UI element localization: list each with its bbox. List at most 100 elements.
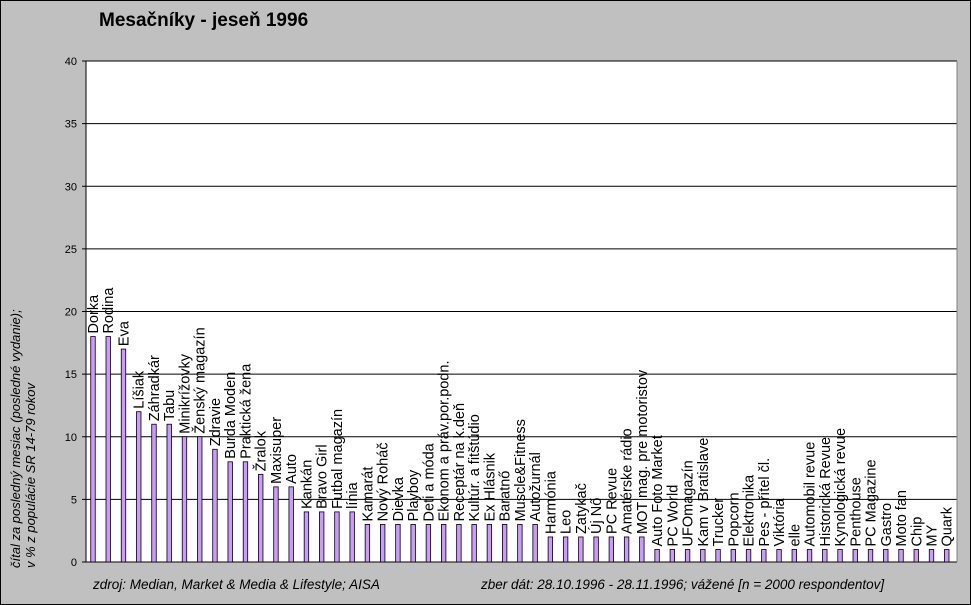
bar xyxy=(578,536,584,563)
bar xyxy=(486,524,493,563)
bar-label: Receptár na k.deň xyxy=(452,403,468,522)
bar-label: Bravo Girl xyxy=(315,444,331,508)
bar xyxy=(715,549,721,563)
bar-label: línia xyxy=(345,481,361,509)
bar xyxy=(471,524,477,563)
bar xyxy=(319,511,325,563)
bar xyxy=(288,486,294,563)
bar xyxy=(258,473,264,563)
bar-label: Futbal magazín xyxy=(330,409,346,509)
bar-label: Žralok xyxy=(253,430,270,471)
bar xyxy=(944,549,950,563)
bar-label: Tabu xyxy=(162,390,178,421)
bar xyxy=(501,524,508,563)
bar xyxy=(136,411,142,563)
bar-label: Auto xyxy=(284,454,300,484)
bar-label: Moto fan xyxy=(894,490,910,546)
bar-label: Penthouse xyxy=(848,477,864,546)
bar-label: Zatykač xyxy=(574,483,590,534)
bar xyxy=(532,524,538,563)
bar-label: PC Revue xyxy=(604,468,620,534)
bar-label: Baratnő xyxy=(498,471,514,522)
bar xyxy=(517,524,523,563)
bar xyxy=(562,536,569,563)
bar-label: Ženský magazín xyxy=(192,327,209,433)
bar-label: Ex Hlásnik xyxy=(482,452,498,521)
bar xyxy=(883,549,889,563)
bar xyxy=(745,549,752,563)
bar xyxy=(776,549,782,563)
bar-label: Rodina xyxy=(101,287,117,334)
bar xyxy=(303,511,310,563)
bar xyxy=(242,461,249,563)
y-tick-label: 25 xyxy=(65,244,77,256)
bar-label: Auto Foto Market xyxy=(650,435,666,546)
bar xyxy=(623,536,630,563)
bar xyxy=(837,549,843,563)
y-tick-label: 0 xyxy=(71,557,77,569)
bar-label: Új Nő xyxy=(588,498,605,534)
bar xyxy=(380,524,386,563)
bar xyxy=(349,511,355,563)
bar xyxy=(700,549,706,563)
bar-label: Kynologická revue xyxy=(833,428,849,547)
bar xyxy=(822,549,828,563)
bar-label: MOT mag. pre motoristov xyxy=(635,369,651,534)
bar xyxy=(227,461,233,563)
bar-label: Historická Revue xyxy=(818,437,834,547)
bar xyxy=(120,348,127,563)
bar-label: Kamarát xyxy=(360,467,376,522)
bar xyxy=(273,486,279,563)
bar-label: UFOmagazín xyxy=(681,460,697,546)
bar xyxy=(151,423,157,563)
y-tick-label: 20 xyxy=(65,307,77,319)
bar-label: Amatérske rádio xyxy=(620,428,636,534)
bar-label: Harmónia xyxy=(543,470,559,534)
bar-label: Kam v Bratislave xyxy=(696,438,712,547)
bar-label: Kankán xyxy=(299,460,315,509)
y-tick-label: 40 xyxy=(65,56,77,68)
bar xyxy=(212,448,218,563)
bar-label: Muscle&Fitness xyxy=(513,419,529,521)
bar-label: PC World xyxy=(665,485,681,547)
bar-label: Dorka xyxy=(86,294,102,334)
bar xyxy=(425,524,432,563)
bar xyxy=(440,524,447,563)
bar-label: Praktická žena xyxy=(238,363,254,459)
bar xyxy=(806,549,813,563)
bar-label: Kultúr. a fitštúdio xyxy=(467,414,483,521)
y-tick-label: 35 xyxy=(65,119,77,131)
bar xyxy=(395,524,401,563)
bar-label: Burda Moden xyxy=(223,372,239,459)
y-tick-label: 30 xyxy=(65,181,77,193)
bar xyxy=(730,549,736,563)
bar-label: Maxisuper xyxy=(269,417,285,484)
bar xyxy=(608,536,615,563)
bar xyxy=(334,511,340,563)
bar xyxy=(867,549,874,563)
bar-label: Minikrížovky xyxy=(177,353,193,434)
bar-label: Quark xyxy=(940,506,956,546)
bar xyxy=(852,549,858,563)
bar xyxy=(166,423,172,563)
bar xyxy=(410,524,416,563)
bar xyxy=(791,549,797,563)
bar-label: Záhradkár xyxy=(147,355,163,421)
chart-title: Mesačníky - jeseň 1996 xyxy=(99,10,309,31)
bar xyxy=(90,336,96,563)
bar-label: Deti a móda xyxy=(421,442,437,521)
bar-label: Líšiak xyxy=(132,370,148,409)
bar xyxy=(654,549,660,563)
bar xyxy=(669,549,675,563)
bar xyxy=(928,549,935,563)
bar xyxy=(684,549,691,563)
bar-label: Pes - přítel čl. xyxy=(757,458,773,547)
bar-label: Nový Roháč xyxy=(376,442,392,521)
y-tick-label: 15 xyxy=(65,369,77,381)
bar-label: PC Magazine xyxy=(864,459,880,546)
bar-label: Eva xyxy=(116,320,132,346)
bar-label: Popcorn xyxy=(726,492,742,546)
bar-label: elle xyxy=(787,524,803,547)
bar xyxy=(181,436,188,563)
